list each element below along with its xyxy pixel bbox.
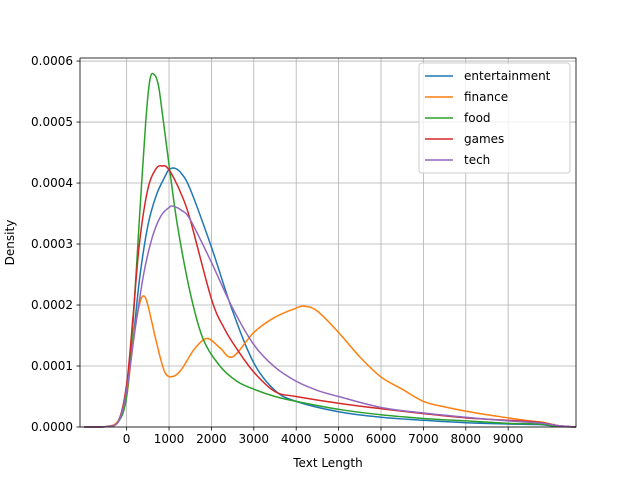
y-tick-label: 0.0000 (31, 420, 73, 434)
legend-label: finance (464, 90, 508, 104)
series-lines (84, 72, 577, 428)
x-tick-label: 0 (123, 432, 131, 446)
y-tick-label: 0.0002 (31, 298, 73, 312)
plot-frame (79, 57, 577, 428)
y-tick-label: 0.0001 (31, 359, 73, 373)
legend: entertainment finance food games tech (418, 62, 571, 174)
y-tick-label: 0.0005 (31, 115, 73, 129)
legend-label: tech (464, 153, 490, 167)
series-line-tech (84, 205, 577, 428)
y-tick-label: 0.0003 (31, 237, 73, 251)
y-tick-label: 0.0004 (31, 176, 73, 190)
x-tick-label: 7000 (408, 432, 439, 446)
legend-label: games (464, 132, 504, 146)
y-tick-label: 0.0006 (31, 54, 73, 68)
legend-label: food (464, 111, 491, 125)
x-tick-label: 5000 (323, 432, 354, 446)
series-line-finance (84, 295, 577, 428)
x-tick-label: 3000 (239, 432, 270, 446)
legend-label: entertainment (464, 69, 551, 83)
x-tick-label: 9000 (493, 432, 524, 446)
axis-ticks: 0 1000 2000 3000 4000 5000 6000 7000 8000 9000 0.0… (31, 54, 523, 446)
x-tick-label: 6000 (366, 432, 397, 446)
x-tick-label: 8000 (451, 432, 482, 446)
x-axis-label: Text Length (292, 456, 362, 470)
x-tick-label: 2000 (196, 432, 227, 446)
x-tick-label: 4000 (281, 432, 312, 446)
y-axis-label: Density (3, 220, 17, 266)
legend-box (418, 62, 571, 174)
x-tick-label: 1000 (154, 432, 185, 446)
